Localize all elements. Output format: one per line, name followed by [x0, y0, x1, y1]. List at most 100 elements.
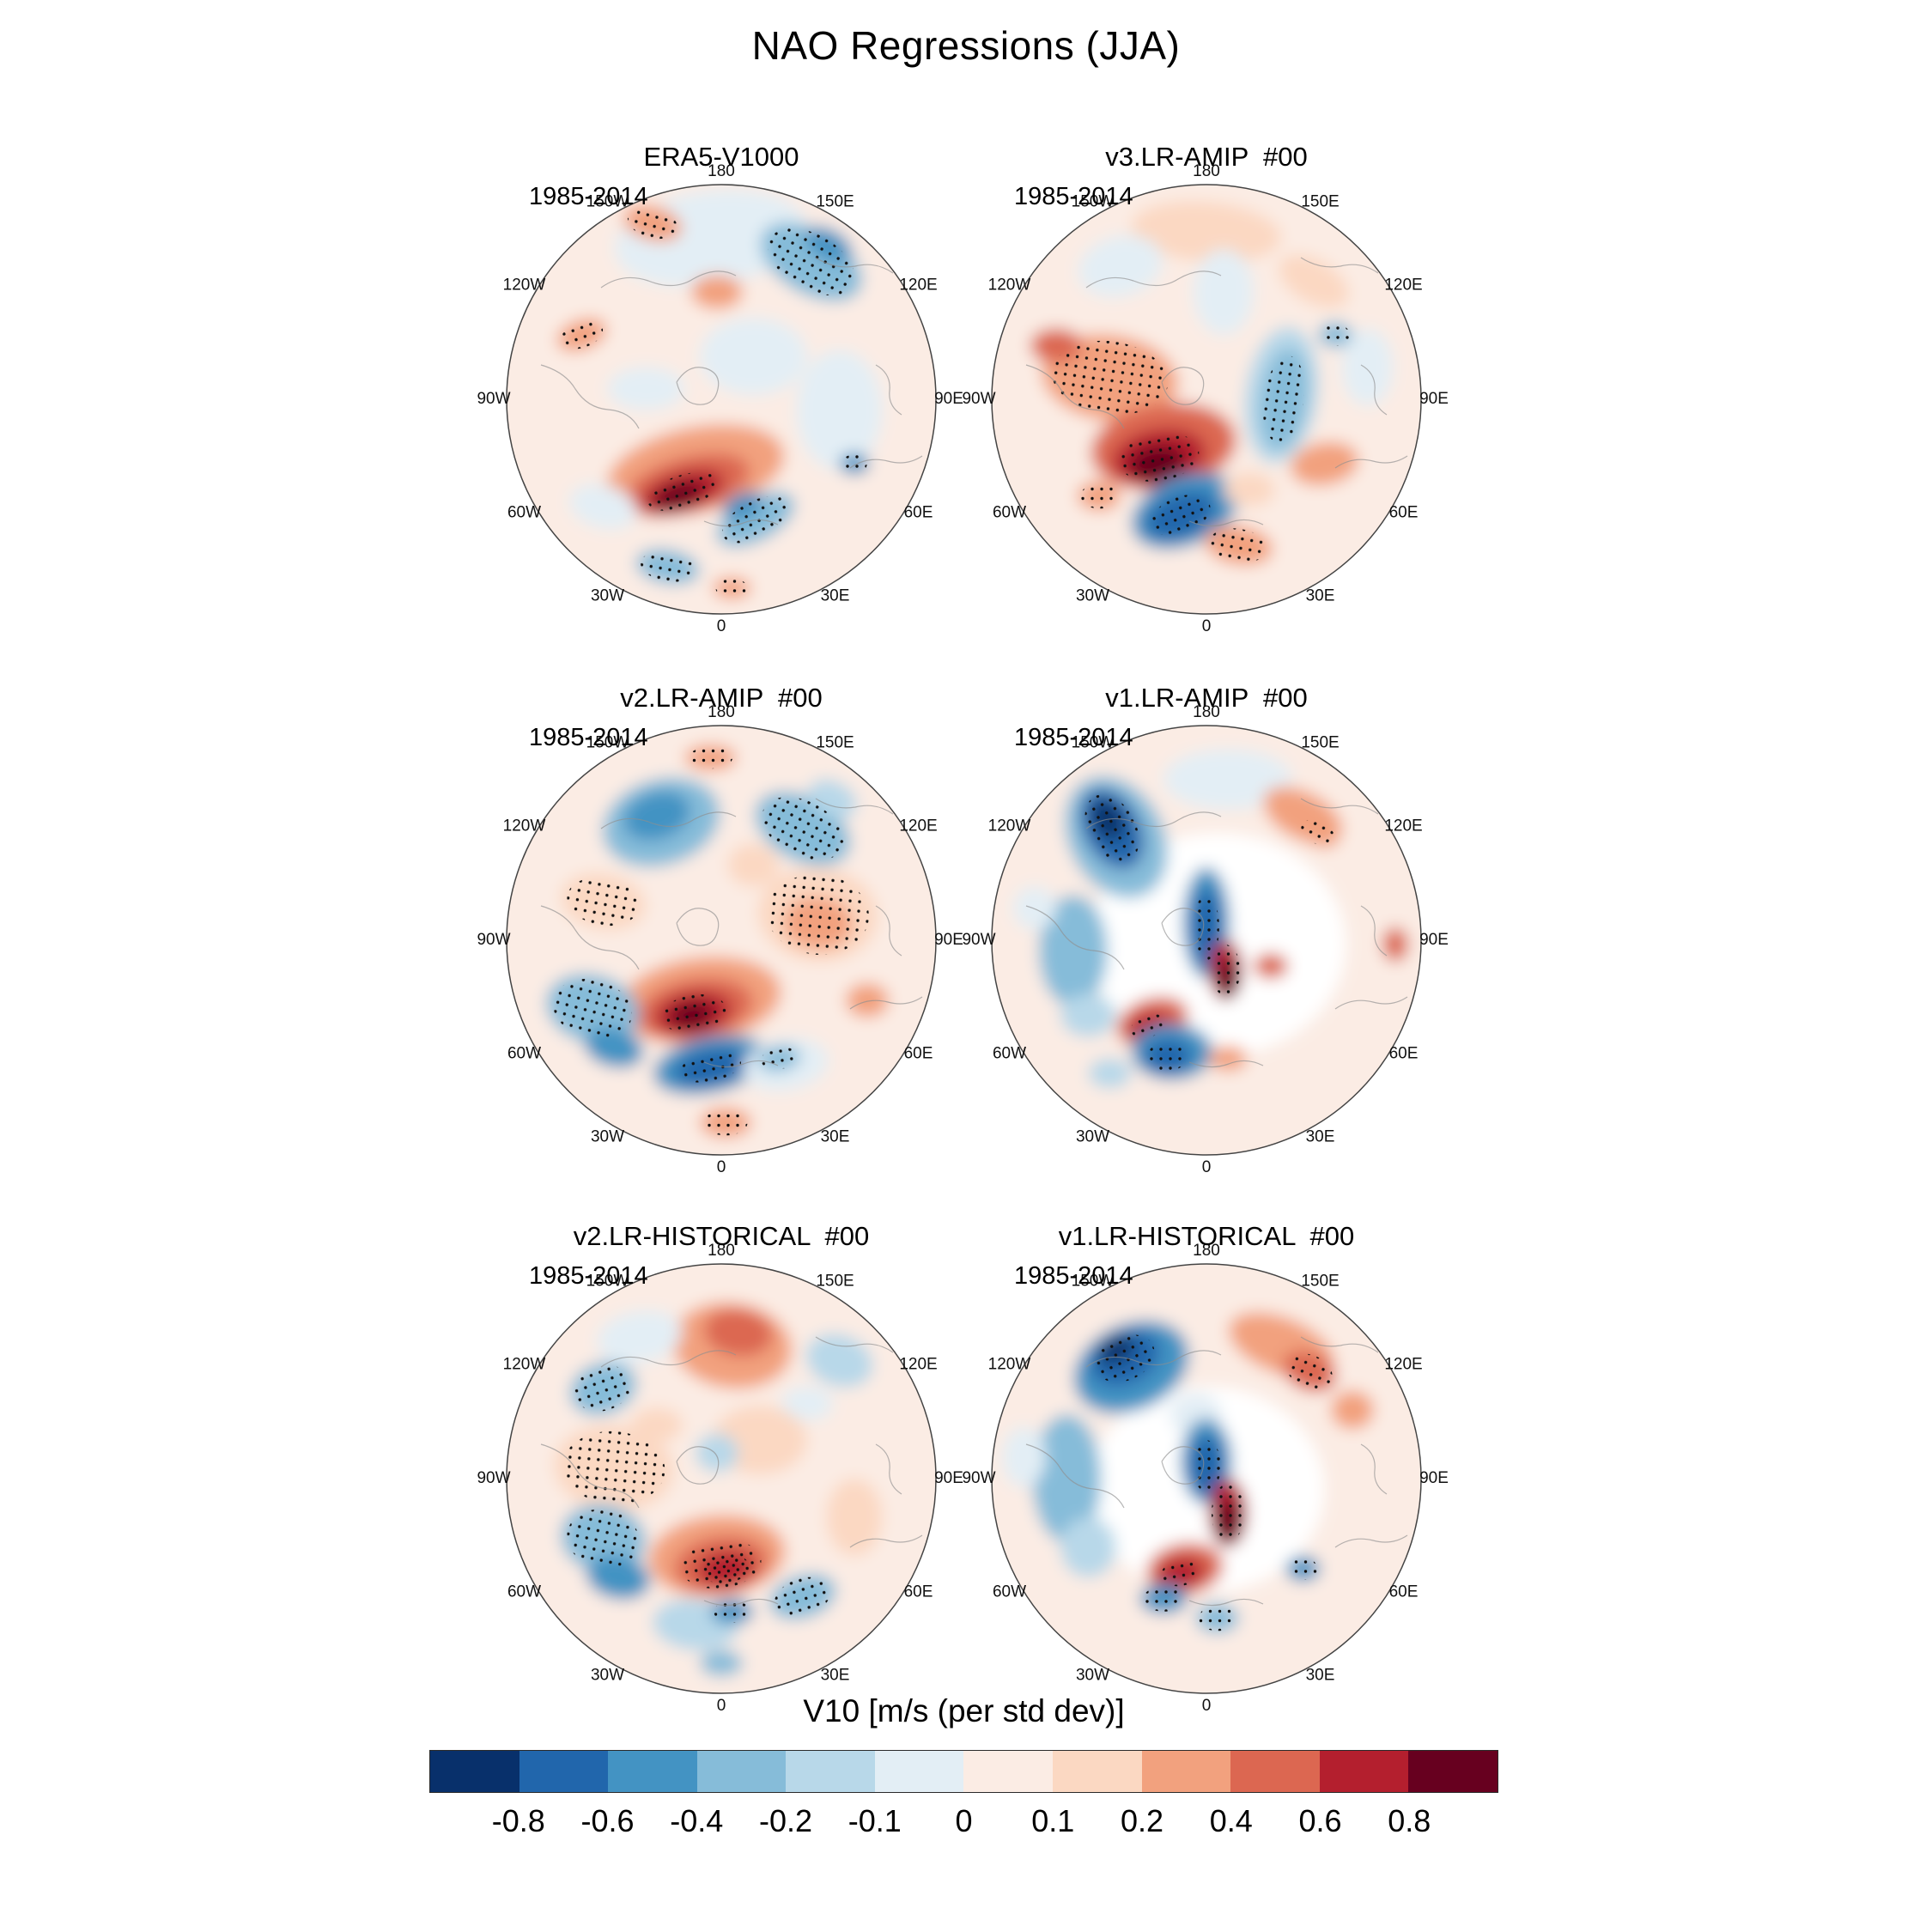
lon-label: 90E — [1419, 390, 1449, 408]
anomaly-blob — [1208, 1045, 1248, 1072]
anomaly-blob — [691, 275, 743, 309]
lon-label: 60W — [507, 504, 541, 522]
lon-label: 150E — [1301, 734, 1339, 752]
lon-label: 120W — [503, 276, 546, 295]
map-base — [507, 726, 936, 1155]
anomaly-blob — [1279, 254, 1349, 308]
lon-label: 60E — [904, 1045, 933, 1063]
colorbar-segment — [696, 1751, 787, 1792]
anomaly-blob — [700, 318, 807, 395]
stippling-overlay — [562, 1431, 665, 1505]
anomaly-blob — [631, 1407, 683, 1443]
colorbar-tick-label: -0.6 — [580, 1803, 635, 1838]
panel-period: 1985-2014 — [529, 1262, 648, 1290]
colorbar-segment — [786, 1751, 875, 1792]
polar-map: 180 150E 120E 90E 60E 30E 0 30W 60W 90W 120W 150W — [962, 1242, 1448, 1715]
stippling-overlay — [1211, 1484, 1245, 1542]
colorbar-tick-label: -0.4 — [670, 1803, 724, 1838]
stippling-overlay — [1199, 1605, 1236, 1631]
anomaly-blob — [1060, 1517, 1116, 1577]
lon-label: 90E — [1419, 931, 1449, 949]
coastlines — [1025, 798, 1408, 1068]
map-panel: 180 150E 120E 90E 60E 30E 0 30W 60W 90W 120W 150W ER… — [447, 107, 996, 674]
lon-label: 150E — [816, 734, 854, 752]
colorbar — [429, 1750, 1498, 1793]
stippling-overlay — [1288, 1558, 1318, 1580]
colorbar-segment — [1053, 1751, 1142, 1792]
panel-title: v2.LR-AMIP #00 — [620, 683, 823, 713]
coastlines — [540, 257, 923, 527]
panel-title: v3.LR-AMIP #00 — [1105, 142, 1308, 172]
lon-label: 150E — [816, 1273, 854, 1291]
lon-label: 120E — [899, 1356, 937, 1374]
lon-label: 60W — [993, 1045, 1026, 1063]
map-panel: 180 150E 120E 90E 60E 30E 0 30W 60W 90W 120W 150W v1… — [932, 648, 1481, 1215]
lon-label: 150E — [816, 193, 854, 211]
map-panel: 180 150E 120E 90E 60E 30E 0 30W 60W 90W 120W 150W v1… — [932, 1187, 1481, 1753]
stippling-overlay — [1194, 894, 1219, 961]
lon-label: 60W — [993, 1583, 1026, 1601]
colorbar-tick-label: -0.2 — [758, 1803, 813, 1838]
lon-label: 90W — [477, 1469, 510, 1487]
anomaly-blob — [1131, 201, 1282, 263]
colorbar-tick-row: -0.8 -0.6 -0.4 -0.2 -0.1 0 0.1 0.2 0.4 0.6 0.8 — [429, 1793, 1498, 1853]
anomaly-blob — [1039, 895, 1108, 1007]
stippling-overlay — [702, 1553, 750, 1584]
lon-label: 60W — [507, 1045, 541, 1063]
colorbar-tick-label: 0.4 — [1209, 1803, 1253, 1838]
panel-period: 1985-2014 — [1014, 724, 1133, 751]
lon-label: 150E — [1301, 1273, 1339, 1291]
stippling-overlay — [660, 994, 726, 1032]
stippling-overlay — [761, 1047, 798, 1070]
lon-label: 180 — [1193, 162, 1220, 180]
anomaly-blob — [1088, 1058, 1132, 1089]
lon-label: 0 — [1202, 1158, 1212, 1176]
anomaly-blob — [727, 843, 780, 887]
map-panel: 180 150E 120E 90E 60E 30E 0 30W 60W 90W 120W 150W v2… — [447, 1187, 996, 1753]
colorbar-tick-label: 0.1 — [1031, 1803, 1075, 1838]
stippling-overlay — [1321, 324, 1350, 346]
stippling-overlay — [1151, 495, 1211, 536]
anomaly-blob — [607, 367, 685, 410]
lon-label: 30W — [1076, 1128, 1109, 1146]
lon-label: 90W — [962, 1469, 995, 1487]
stippling-overlay — [1130, 1014, 1167, 1038]
stippling-overlay — [552, 979, 633, 1039]
stippling-overlay — [1051, 340, 1169, 416]
colorbar-segment — [1408, 1751, 1498, 1792]
lon-label: 150W — [1072, 193, 1115, 211]
anomaly-blob — [597, 1310, 683, 1364]
panel-title: ERA5-V1000 — [643, 142, 799, 172]
panel-period: 1985-2014 — [1014, 183, 1133, 210]
stippling-overlay — [1160, 1559, 1201, 1587]
lon-label: 0 — [1202, 1697, 1212, 1715]
lon-label: 30E — [821, 1128, 850, 1146]
lon-label: 120W — [988, 1356, 1031, 1374]
stippling-overlay — [767, 874, 869, 955]
lon-label: 60W — [993, 504, 1026, 522]
polar-map: 180 150E 120E 90E 60E 30E 0 30W 60W 90W 120W 150W — [962, 703, 1449, 1176]
anomaly-blob — [696, 1433, 738, 1473]
colorbar-block: V10 [m/s (per std dev)] -0.8 -0.6 -0.4 -0.2… — [429, 1693, 1498, 1853]
lon-label: 180 — [708, 703, 735, 721]
stippling-overlay — [1286, 1353, 1333, 1389]
coastlines — [1025, 1336, 1408, 1607]
lon-label: 180 — [708, 162, 735, 180]
lon-label: 60E — [1389, 1583, 1419, 1601]
colorbar-tick-label: 0.8 — [1388, 1803, 1431, 1838]
coastlines — [540, 798, 923, 1068]
stippling-overlay — [714, 1601, 750, 1623]
stippling-overlay — [715, 579, 749, 598]
lon-label: 180 — [1193, 703, 1220, 721]
anomaly-blob — [569, 483, 637, 530]
colorbar-tick-label: 0.6 — [1298, 1803, 1342, 1838]
lon-label: 180 — [1193, 1242, 1220, 1260]
anomaly-blob — [846, 983, 889, 1018]
lon-label: 60E — [904, 504, 933, 522]
anomaly-blob — [1331, 1390, 1374, 1430]
polar-map: 180 150E 120E 90E 60E 30E 0 30W 60W 90W 120W 150W — [477, 162, 963, 635]
lon-label: 0 — [717, 617, 726, 635]
stippling-overlay — [627, 207, 678, 240]
anomaly-blob — [1341, 328, 1394, 406]
stippling-overlay — [722, 495, 789, 544]
